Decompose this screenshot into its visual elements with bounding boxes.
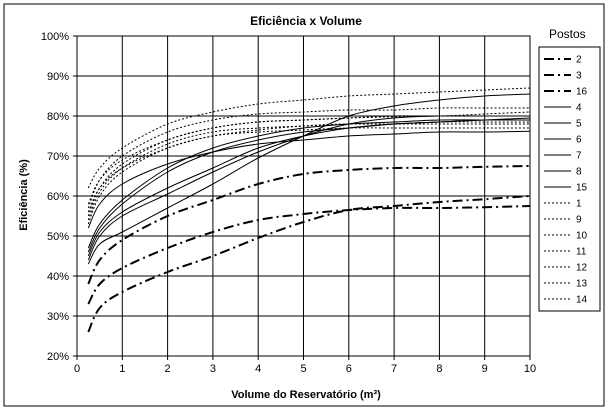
- series-line-11: [87, 123, 530, 221]
- legend-label-7: 7: [576, 151, 582, 162]
- y-tick-label: 80%: [47, 111, 69, 123]
- legend-label-16: 16: [576, 87, 588, 98]
- series-line-12: [87, 111, 531, 217]
- legend-box: [538, 46, 601, 312]
- series-line-16: [87, 195, 531, 333]
- series-line-15: [87, 93, 531, 265]
- legend-label-2: 2: [576, 55, 582, 66]
- legend-label-14: 14: [576, 295, 588, 306]
- legend-label-6: 6: [576, 135, 582, 146]
- legend-label-5: 5: [576, 119, 582, 130]
- legend-label-1: 1: [576, 199, 582, 210]
- series-line-14: [87, 107, 530, 209]
- series-line-13: [87, 127, 530, 225]
- series-line-4: [87, 119, 530, 249]
- x-tick-label: 0: [74, 363, 80, 375]
- series-line-3: [87, 205, 531, 305]
- y-tick-label: 40%: [47, 271, 69, 283]
- x-tick-label: 7: [391, 363, 397, 375]
- x-tick-label: 5: [300, 363, 306, 375]
- legend: 2 3 16 4 5 6 7 8 15 1 9 10 11 12 13 14: [538, 46, 601, 312]
- x-tick-label: 8: [436, 363, 442, 375]
- x-tick-label: 4: [255, 363, 261, 375]
- x-tick-label: 10: [524, 363, 536, 375]
- chart-title: Eficiência x Volume: [250, 14, 362, 28]
- y-tick-label: 50%: [47, 231, 69, 243]
- x-tick-label: 1: [119, 363, 125, 375]
- x-tick-label: 6: [346, 363, 352, 375]
- series-line-1: [87, 87, 531, 189]
- y-tick-label: 20%: [47, 351, 69, 363]
- plot-area: 0 1 2 3 4 5 6 7 8 9 10 20% 30% 40% 50% 60% 70% 80% 90% 100%: [41, 31, 536, 375]
- legend-title: Postos: [549, 27, 586, 41]
- legend-label-12: 12: [576, 263, 588, 274]
- legend-label-15: 15: [576, 183, 588, 194]
- x-tick-label: 9: [482, 363, 488, 375]
- y-tick-label: 70%: [47, 151, 69, 163]
- legend-label-3: 3: [576, 71, 582, 82]
- plot-border: [76, 35, 531, 357]
- y-tick-label: 90%: [47, 71, 69, 83]
- y-tick-label: 100%: [41, 31, 69, 43]
- y-tick-label: 30%: [47, 311, 69, 323]
- legend-label-11: 11: [576, 247, 587, 258]
- x-tick-label: 3: [210, 363, 216, 375]
- legend-label-10: 10: [576, 231, 588, 242]
- x-tick-label: 2: [165, 363, 171, 375]
- y-tick-label: 60%: [47, 191, 69, 203]
- legend-label-13: 13: [576, 279, 588, 290]
- series-line-2: [87, 165, 531, 285]
- y-axis-label: Eficiência (%): [18, 159, 30, 231]
- series-line-10: [87, 121, 530, 213]
- legend-label-8: 8: [576, 167, 582, 178]
- legend-label-9: 9: [576, 215, 582, 226]
- legend-label-4: 4: [576, 103, 582, 114]
- x-axis-label: Volume do Reservatório (m³): [231, 389, 381, 401]
